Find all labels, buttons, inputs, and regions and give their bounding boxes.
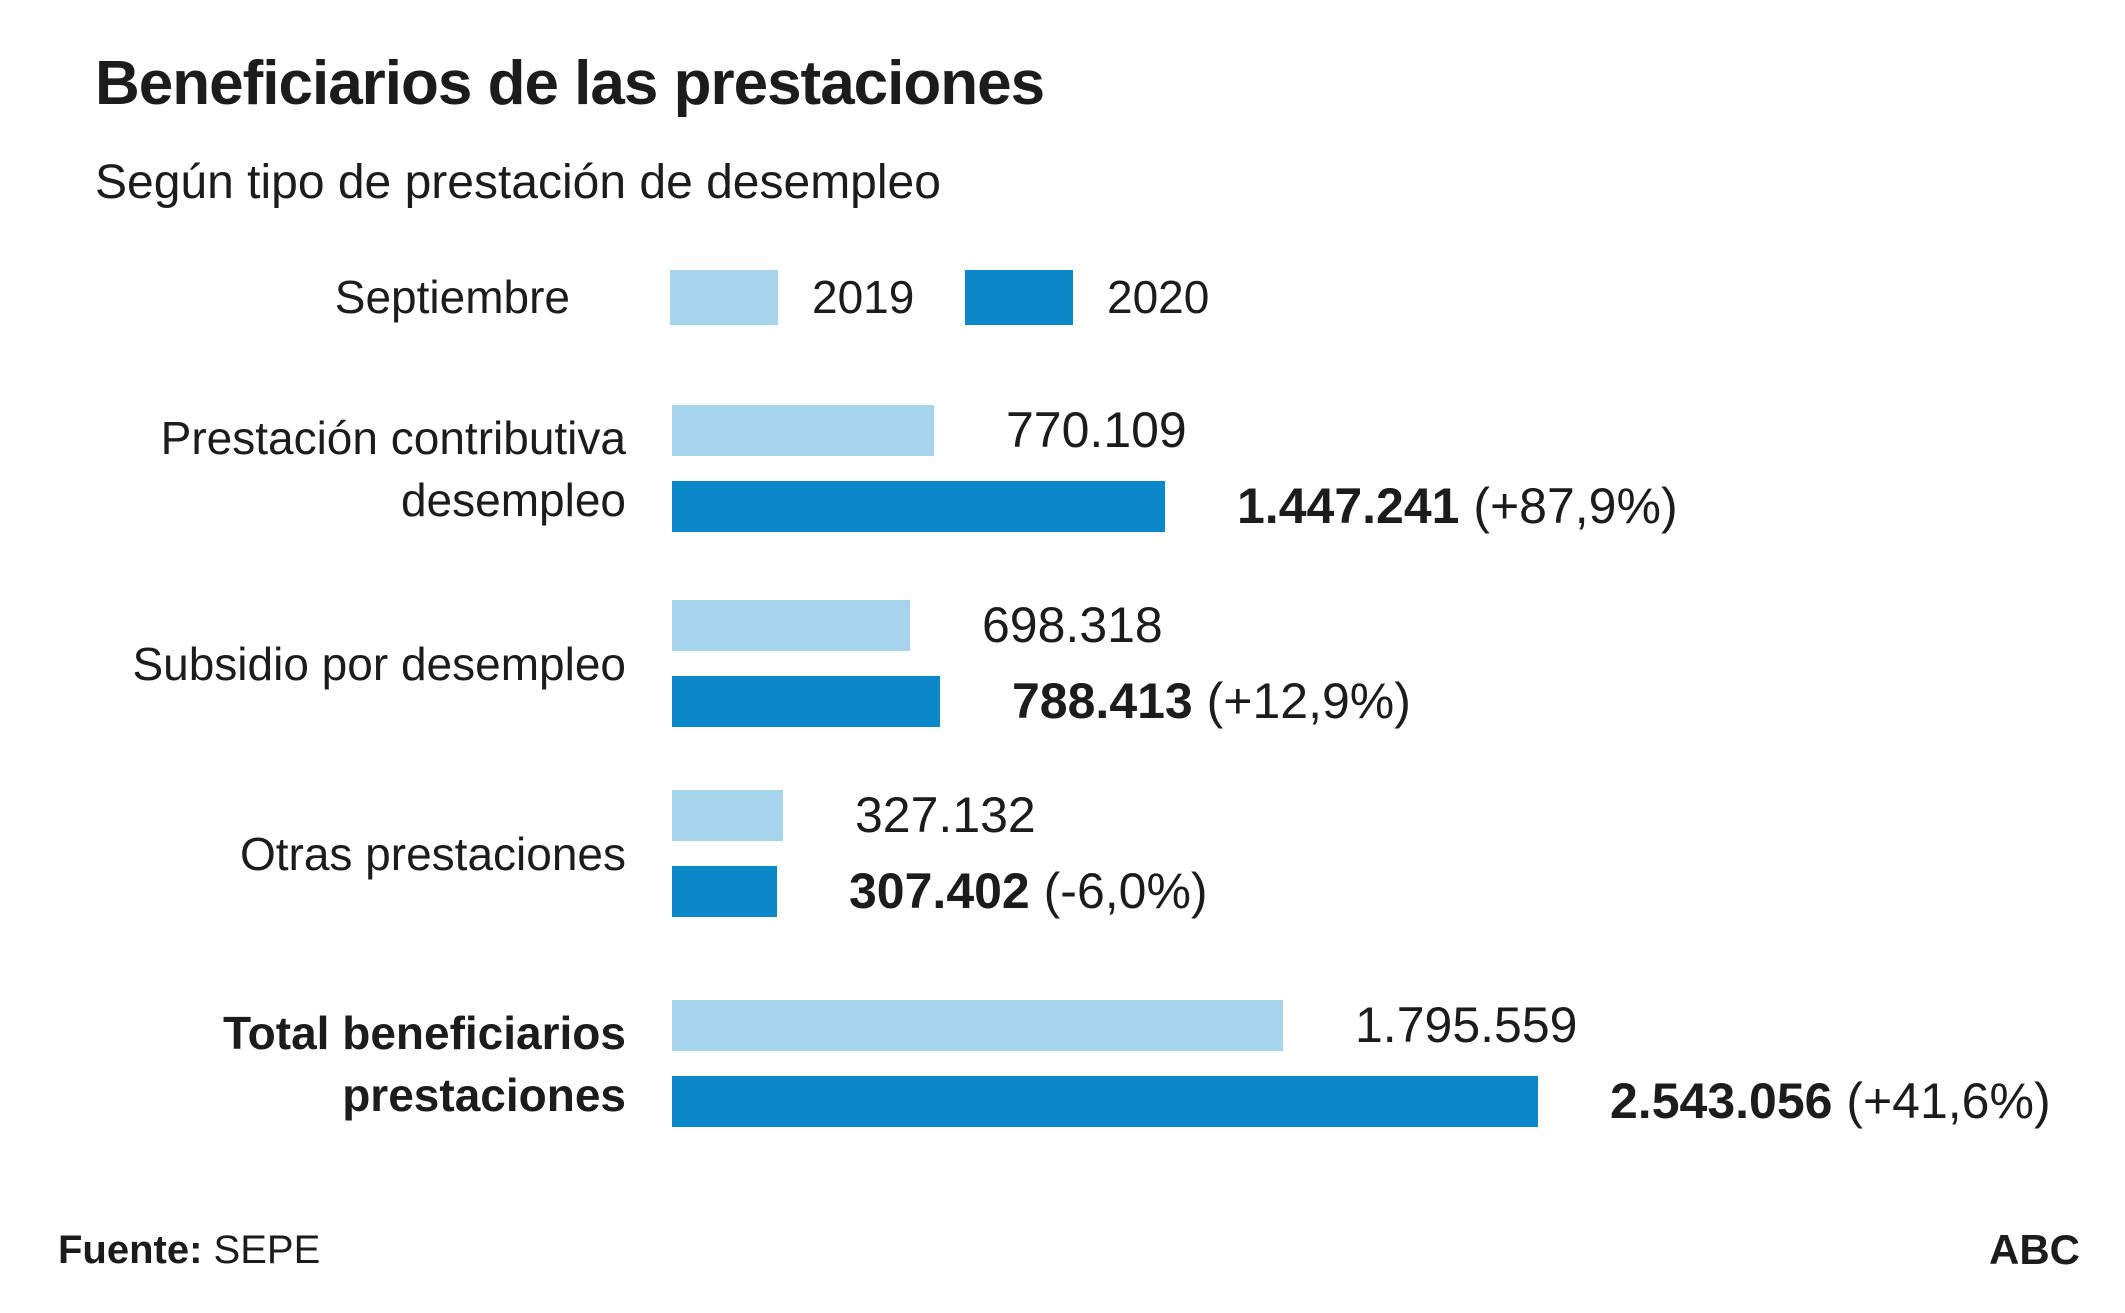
value-2020-number: 307.402	[849, 863, 1044, 919]
bar-2020	[672, 481, 1165, 532]
value-2020-pct: (+87,9%)	[1473, 478, 1678, 534]
credit-logo: ABC	[1989, 1226, 2080, 1273]
chart-row: Subsidio por desempleo 698.318 788.413 (+1…	[0, 600, 2125, 727]
source-note: Fuente: SEPE	[58, 1228, 320, 1272]
value-2020-pct: (+12,9%)	[1206, 673, 1411, 729]
legend-year-2019: 2019	[812, 271, 915, 323]
value-2020-pct: (+41,6%)	[1846, 1073, 2051, 1129]
value-2020: 1.447.241 (+87,9%)	[1237, 481, 1678, 532]
value-2019: 327.132	[855, 787, 1036, 843]
barline-2019: 327.132	[672, 790, 1036, 841]
category-label: Subsidio por desempleo	[0, 600, 626, 727]
page-subtitle: Según tipo de prestación de desempleo	[95, 156, 941, 209]
source-label: Fuente:	[58, 1228, 203, 1272]
bar-2019	[672, 405, 934, 456]
legend-period-label: Septiembre	[334, 271, 570, 323]
legend-swatch-2020	[965, 270, 1073, 325]
bar-2019	[672, 1000, 1283, 1051]
value-2020-number: 1.447.241	[1237, 478, 1474, 534]
bar-2020	[672, 866, 777, 917]
value-2020-pct: (-6,0%)	[1043, 863, 1208, 919]
category-label-line: prestaciones	[342, 1068, 626, 1121]
legend: Septiembre 2019 2020	[0, 268, 2125, 326]
barline-2020: 788.413 (+12,9%)	[672, 676, 1411, 727]
value-2019: 1.795.559	[1355, 997, 1578, 1053]
chart-row: Otras prestaciones 327.132 307.402 (-6,0%)	[0, 790, 2125, 917]
legend-swatch-2019	[670, 270, 778, 325]
source-value: SEPE	[202, 1228, 321, 1272]
category-label-line: Subsidio por desempleo	[132, 637, 626, 690]
category-label-line: desempleo	[400, 473, 626, 526]
chart-row: Prestación contributiva desempleo 770.109 1…	[0, 405, 2125, 532]
value-2019: 770.109	[1006, 402, 1187, 458]
category-label: Total beneficiarios prestaciones	[0, 1000, 626, 1127]
barline-2019: 770.109	[672, 405, 1187, 456]
category-label: Otras prestaciones	[0, 790, 626, 917]
value-2020-number: 2.543.056	[1610, 1073, 1847, 1129]
value-2019: 698.318	[982, 597, 1163, 653]
category-label-line: Prestación contributiva	[160, 411, 626, 464]
value-2020: 307.402 (-6,0%)	[849, 866, 1208, 917]
category-label: Prestación contributiva desempleo	[0, 405, 626, 532]
category-label-line: Otras prestaciones	[239, 827, 626, 880]
bar-2019	[672, 600, 910, 651]
barline-2020: 1.447.241 (+87,9%)	[672, 481, 1678, 532]
bar-2019	[672, 790, 783, 841]
page-title: Beneficiarios de las prestaciones	[95, 49, 1045, 118]
barline-2020: 307.402 (-6,0%)	[672, 866, 1208, 917]
chart-row: Total beneficiarios prestaciones 1.795.559…	[0, 1000, 2125, 1127]
barline-2020: 2.543.056 (+41,6%)	[672, 1076, 2051, 1127]
value-2020: 788.413 (+12,9%)	[1012, 676, 1411, 727]
value-2020: 2.543.056 (+41,6%)	[1610, 1076, 2051, 1127]
category-label-line: Total beneficiarios	[222, 1006, 626, 1059]
value-2020-number: 788.413	[1012, 673, 1207, 729]
barline-2019: 1.795.559	[672, 1000, 1577, 1051]
bar-2020	[672, 1076, 1538, 1127]
barline-2019: 698.318	[672, 600, 1163, 651]
bar-2020	[672, 676, 940, 727]
legend-year-2020: 2020	[1107, 271, 1210, 323]
